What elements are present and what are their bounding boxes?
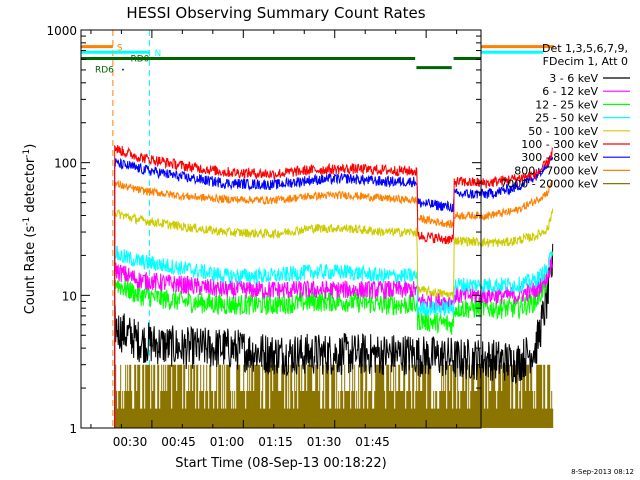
x-axis-label: Start Time (08-Sep-13 00:18:22) [175,456,386,471]
y-tick-label: 10 [62,289,77,303]
legend-label: 12 - 25 keV [535,98,598,111]
flag-marker-dot [122,68,124,71]
legend-label: 7000 - 20000 keV [500,178,598,191]
series-50-100-kev [114,208,554,428]
legend-label: 300 - 800 keV [521,151,598,164]
series-line-3-6-kev [114,243,554,428]
legend-entry-50-100-kev: 50 - 100 keV [528,125,630,138]
x-tick-label: 01:45 [355,435,390,449]
series-800-7000-kev [114,179,554,428]
x-tick-label: 01:30 [307,435,342,449]
x-tick-label: 00:45 [161,435,196,449]
legend-label: 25 - 50 keV [535,112,598,125]
series-line-800-7000-kev [114,179,554,428]
legend-entry-6-12-kev: 6 - 12 keV [542,85,630,98]
series-line-7000-20000-kev [114,364,554,428]
series-7000-20000-kev [114,364,554,428]
y-axis: 1 10 100 1000 [46,24,481,436]
flag-label-rd0: RD0 [130,54,149,64]
series-300-800-kev [114,155,554,428]
series-line-50-100-kev [114,208,554,428]
x-tick-label: 00:30 [113,435,148,449]
legend-entry-3-6-kev: 3 - 6 keV [549,72,630,85]
legend-entry-300-800-kev: 300 - 800 keV [521,151,630,164]
flag-label-rd6: RD6 [95,66,114,76]
legend-label: 50 - 100 keV [528,125,598,138]
flag-label-n: N [154,49,161,59]
y-tick-label: 1000 [46,24,77,38]
footer-timestamp: 8-Sep-2013 08:12 [571,468,634,476]
x-axis: 00:30 00:45 01:00 01:15 01:30 01:45 [90,30,458,449]
y-tick-label: 1 [69,422,77,436]
series-line-25-50-kev [114,245,554,428]
legend-entry-7000-20000-kev: 7000 - 20000 keV [500,178,630,191]
series-3-6-kev [114,243,554,428]
legend-header-line-2: FDecim 1, Att 0 [543,55,628,68]
x-tick-label: 01:00 [210,435,245,449]
legend-entry-800-7000-kev: 800 - 7000 keV [514,164,630,177]
series-line-12-25-kev [114,251,554,428]
legend-entry-12-25-kev: 12 - 25 keV [535,98,630,111]
legend: Det 1,3,5,6,7,9, FDecim 1, Att 0 3 - 6 k… [500,42,630,191]
flag-labels: S N RD0 RD6 [95,44,161,76]
legend-entry-25-50-kev: 25 - 50 keV [535,112,630,125]
series-25-50-kev [114,245,554,428]
legend-label: 800 - 7000 keV [514,164,598,177]
chart-title: HESSI Observing Summary Count Rates [126,4,425,22]
flag-label-s: S [117,44,123,54]
plot-area [81,30,555,428]
legend-label: 100 - 300 keV [521,138,598,151]
x-tick-label: 01:15 [258,435,293,449]
legend-entry-100-300-kev: 100 - 300 keV [521,138,630,151]
plot-frame [80,29,482,429]
y-axis-label: Count Rate (s-1 detector-1) [22,144,38,315]
series-12-25-kev [114,251,554,428]
legend-label: 6 - 12 keV [542,85,598,98]
y-tick-label: 100 [54,157,77,171]
legend-header-line-1: Det 1,3,5,6,7,9, [542,42,628,55]
series-line-300-800-kev [114,155,554,428]
legend-label: 3 - 6 keV [549,72,598,85]
